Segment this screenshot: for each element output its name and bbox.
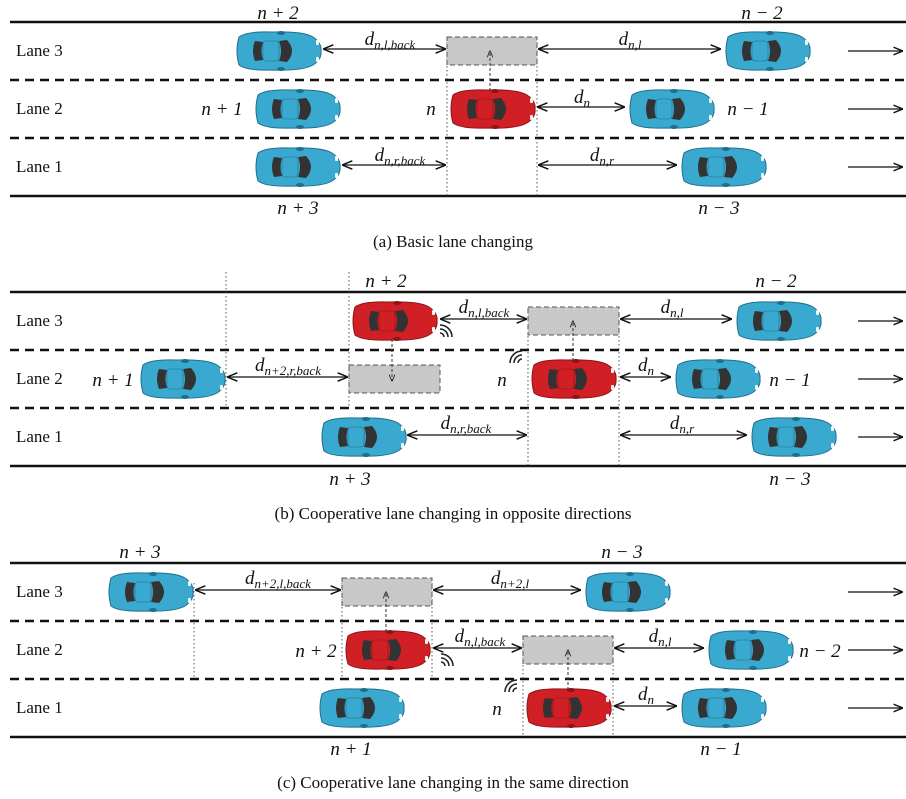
lane-label: Lane 3 bbox=[16, 311, 63, 330]
vehicle-label: n − 2 bbox=[755, 271, 797, 292]
vehicle-label: n bbox=[426, 99, 436, 120]
vehicle-car bbox=[236, 31, 322, 71]
vehicle-car bbox=[108, 572, 194, 612]
vehicle-car bbox=[255, 147, 341, 187]
vehicle-car bbox=[450, 89, 536, 129]
distance-label: dn,l bbox=[660, 297, 684, 320]
distance-label: dn,r bbox=[589, 145, 615, 168]
vehicle-car bbox=[681, 688, 767, 728]
vehicle-label: n + 2 bbox=[257, 3, 299, 24]
distance-label: dn+2,l bbox=[490, 568, 530, 591]
vehicle-car bbox=[255, 89, 341, 129]
lane-label: Lane 1 bbox=[16, 427, 63, 446]
distance-label: dn,r,back bbox=[440, 413, 492, 436]
vehicle-label: n + 1 bbox=[330, 739, 372, 760]
distance-label: dn,l,back bbox=[454, 626, 506, 649]
vehicle-car bbox=[531, 359, 617, 399]
distance-label: dn,r bbox=[669, 413, 695, 436]
distance-label: dn+2,l,back bbox=[245, 568, 311, 591]
vehicle-car bbox=[526, 688, 612, 728]
vehicle-car bbox=[140, 359, 226, 399]
caption-a: (a) Basic lane changing bbox=[372, 232, 534, 251]
vehicle-car bbox=[725, 31, 811, 71]
vehicle-car bbox=[751, 417, 837, 457]
caption-c: (c) Cooperative lane changing in the sam… bbox=[277, 773, 629, 792]
lane-label: Lane 1 bbox=[16, 157, 63, 176]
lane-label: Lane 2 bbox=[16, 640, 63, 659]
distance-label: dn,r,back bbox=[374, 145, 426, 168]
vehicle-car bbox=[352, 301, 438, 341]
vehicle-car bbox=[708, 630, 794, 670]
distance-label: dn bbox=[638, 355, 654, 378]
vehicle-car bbox=[585, 572, 671, 612]
vehicle-car bbox=[736, 301, 822, 341]
vehicle-label: n − 3 bbox=[698, 198, 740, 219]
vehicle-label: n bbox=[497, 370, 507, 391]
vehicle-car bbox=[319, 688, 405, 728]
vehicle-label: n + 1 bbox=[201, 99, 243, 120]
lane-label: Lane 2 bbox=[16, 99, 63, 118]
wireless-signal-icon bbox=[439, 324, 453, 338]
target-slot bbox=[348, 364, 441, 394]
lane-label: Lane 2 bbox=[16, 369, 63, 388]
distance-label: dn,l,back bbox=[458, 297, 510, 320]
distance-label: dn+2,r,back bbox=[255, 355, 321, 378]
wireless-signal-icon bbox=[504, 679, 518, 693]
vehicle-label: n − 3 bbox=[769, 469, 811, 490]
vehicle-label: n + 3 bbox=[277, 198, 319, 219]
vehicle-label: n + 1 bbox=[92, 370, 134, 391]
vehicle-car bbox=[345, 630, 431, 670]
distance-label: dn,l,back bbox=[364, 29, 416, 52]
vehicle-label: n + 3 bbox=[119, 542, 161, 563]
distance-label: dn,l bbox=[618, 29, 642, 52]
lane-label: Lane 3 bbox=[16, 41, 63, 60]
wireless-signal-icon bbox=[440, 653, 454, 667]
distance-label: dn bbox=[574, 87, 590, 110]
target-slot bbox=[446, 36, 538, 66]
distance-label: dn bbox=[638, 684, 654, 707]
vehicle-label: n + 3 bbox=[329, 469, 371, 490]
vehicle-label: n − 1 bbox=[727, 99, 769, 120]
distance-label: dn,l bbox=[648, 626, 672, 649]
vehicle-label: n bbox=[492, 699, 502, 720]
lane-label: Lane 3 bbox=[16, 582, 63, 601]
lane-label: Lane 1 bbox=[16, 698, 63, 717]
vehicle-car bbox=[681, 147, 767, 187]
target-slot bbox=[341, 577, 433, 607]
wireless-signal-icon bbox=[509, 350, 523, 364]
vehicle-label: n − 2 bbox=[799, 641, 841, 662]
vehicle-label: n + 2 bbox=[365, 271, 407, 292]
vehicle-label: n + 2 bbox=[295, 641, 337, 662]
vehicle-label: n − 3 bbox=[601, 542, 643, 563]
vehicle-label: n − 1 bbox=[700, 739, 742, 760]
vehicle-label: n − 1 bbox=[769, 370, 811, 391]
caption-b: (b) Cooperative lane changing in opposit… bbox=[274, 504, 632, 523]
vehicle-car bbox=[321, 417, 407, 457]
vehicle-label: n − 2 bbox=[741, 3, 783, 24]
vehicle-car bbox=[629, 89, 715, 129]
vehicle-car bbox=[675, 359, 761, 399]
